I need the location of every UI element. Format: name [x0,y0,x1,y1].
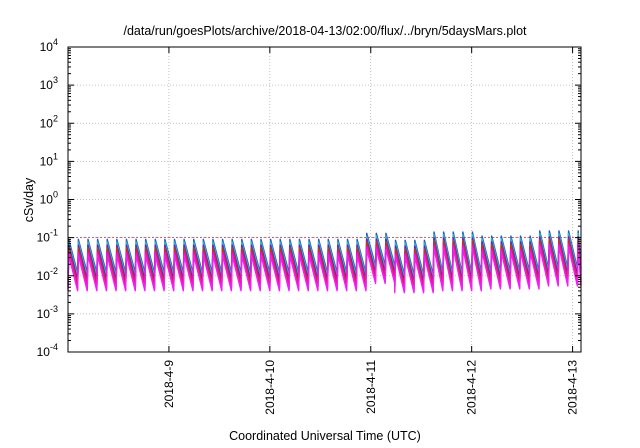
y-tick-label: 104 [40,37,58,54]
x-tick-label: 2018-4-13 [566,360,580,415]
y-axis-label: cSv/day [22,177,36,222]
grid [68,47,581,352]
y-tick-label: 10-1 [37,228,58,245]
x-tick-label: 2018-4-10 [263,360,277,415]
x-tick-label: 2018-4-11 [364,360,378,414]
y-tick-label: 102 [40,113,58,130]
y-tick-label: 100 [40,190,58,207]
chart-title: /data/run/goesPlots/archive/2018-04-13/0… [123,24,527,38]
series-group [67,230,582,294]
y-tick-label: 10-3 [37,304,58,321]
y-tick-label: 10-2 [37,266,58,283]
x-axis: 2018-4-9 2018-4-10 2018-4-11 2018-4-12 2018-… [162,47,580,415]
x-tick-label: 2018-4-9 [162,360,176,408]
series-line-7 [67,246,582,294]
x-tick-label: 2018-4-12 [465,360,479,415]
y-tick-label: 10-4 [37,342,58,359]
plot-frame [67,46,582,353]
y-tick-label: 103 [40,75,58,92]
y-tick-label: 101 [40,151,58,168]
x-axis-label: Coordinated Universal Time (UTC) [229,429,421,443]
